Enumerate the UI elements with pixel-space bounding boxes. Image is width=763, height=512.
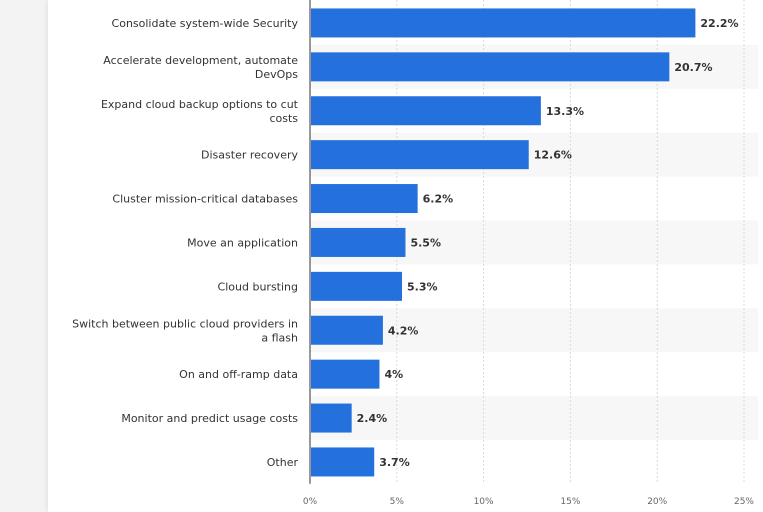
category-label: Other (267, 456, 299, 469)
data-label: 6.2% (423, 193, 454, 206)
data-label: 5.3% (407, 280, 438, 293)
category-label: Monitor and predict usage costs (121, 412, 298, 425)
category-label: Cloud bursting (218, 280, 298, 293)
bar (311, 271, 403, 301)
row-band (310, 308, 758, 353)
bar (311, 447, 375, 477)
data-label: 5.5% (410, 236, 441, 249)
category-label: Consolidate system-wide Security (112, 17, 299, 30)
bar (311, 52, 670, 82)
x-tick-label: 25% (734, 497, 754, 507)
category-label: Cluster mission-critical databases (112, 193, 298, 206)
bar (311, 403, 352, 433)
data-label: 3.7% (379, 456, 410, 469)
data-label: 22.2% (700, 17, 738, 30)
bar (311, 227, 406, 257)
data-label: 13.3% (546, 105, 584, 118)
bar (311, 140, 529, 170)
category-label: Move an application (187, 236, 298, 249)
x-tick-label: 20% (647, 497, 667, 507)
bar (311, 96, 541, 126)
category-label: Disaster recovery (201, 149, 298, 162)
bar (311, 359, 380, 389)
category-label: On and off-ramp data (179, 368, 298, 381)
data-label: 20.7% (674, 61, 712, 74)
data-label: 12.6% (534, 149, 572, 162)
category-label: Accelerate development, automate DevOps (103, 54, 298, 81)
row-band (310, 396, 758, 440)
x-tick-label: 0% (303, 497, 318, 507)
data-label: 2.4% (357, 412, 388, 425)
bar-chart: 22.2% Consolidate system-wide Security 20.… (72, 0, 758, 507)
data-label: 4.2% (388, 324, 419, 337)
bar (311, 8, 696, 38)
bar (311, 184, 418, 214)
chart-panel: 22.2% Consolidate system-wide Security 20.… (48, 0, 763, 512)
x-tick-label: 5% (390, 497, 405, 507)
x-tick-label: 10% (474, 497, 494, 507)
bar (311, 315, 383, 345)
category-label: Switch between public cloud providers in… (72, 317, 298, 344)
x-tick-label: 15% (560, 497, 580, 507)
data-label: 4% (384, 368, 403, 381)
category-label: Expand cloud backup options to cut costs (101, 98, 299, 125)
